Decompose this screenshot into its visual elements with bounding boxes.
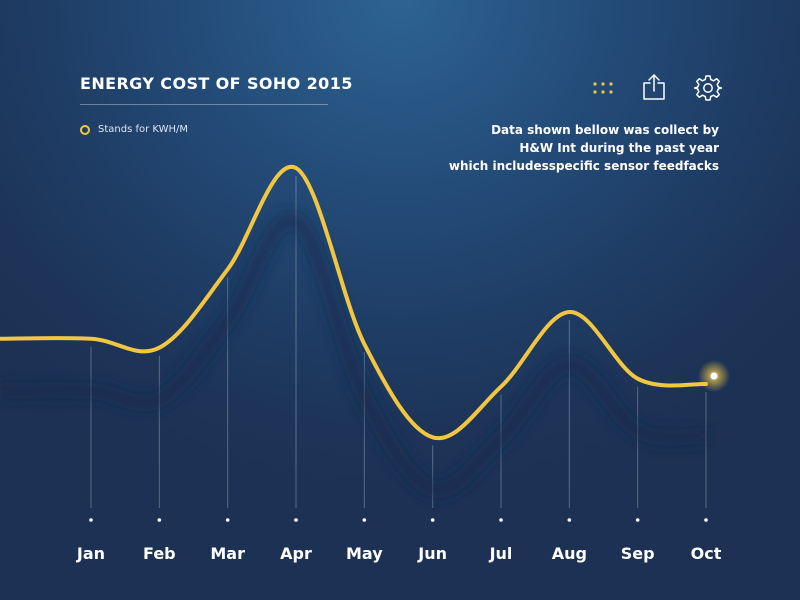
note-line: which includesspecific sensor feedfacks [448,159,719,173]
legend-label: Stands for KWH/M [98,124,189,135]
dots-grid-icon[interactable] [592,81,614,95]
x-tick-label-sep: Sep [621,544,655,563]
x-tick-label-jul: Jul [489,544,513,563]
legend-ring-icon [80,124,90,135]
note-line: Data shown bellow was collect by [491,123,719,137]
end-marker [698,360,730,392]
month-dot-feb [157,518,162,522]
month-dot-aug [567,518,572,522]
chart-title: ENERGY COST OF SOHO 2015 [80,74,353,93]
line-shadow [0,210,707,499]
month-dots [89,518,708,522]
month-dot-jan [89,518,93,522]
x-tick-label-feb: Feb [143,544,176,563]
month-dot-jun [430,518,435,522]
share-icon[interactable] [642,74,666,100]
end-marker-point [710,372,718,380]
x-tick-label-jan: Jan [76,544,105,563]
title-divider [80,104,328,105]
gear-icon[interactable] [694,74,722,102]
month-dot-apr [294,518,298,522]
month-dot-oct [704,518,708,522]
x-tick-label-mar: Mar [210,544,245,563]
month-dot-jul [499,518,503,522]
series-line [0,164,708,441]
note-line: H&W Int during the past year [519,141,719,155]
x-tick-label-aug: Aug [552,544,587,563]
x-axis-labels: Jan Feb Mar Apr May Jun Jul Aug Sep Oct [76,544,722,563]
data-note: Data shown bellow was collect by H&W Int… [449,121,719,175]
x-tick-label-may: May [346,544,383,563]
x-tick-label-apr: Apr [280,544,312,563]
month-dot-mar [225,518,230,522]
month-dot-may [362,518,367,522]
legend: Stands for KWH/M [80,124,188,135]
x-tick-label-jun: Jun [417,544,447,563]
x-tick-label-oct: Oct [691,544,722,563]
month-dot-sep [635,518,640,522]
